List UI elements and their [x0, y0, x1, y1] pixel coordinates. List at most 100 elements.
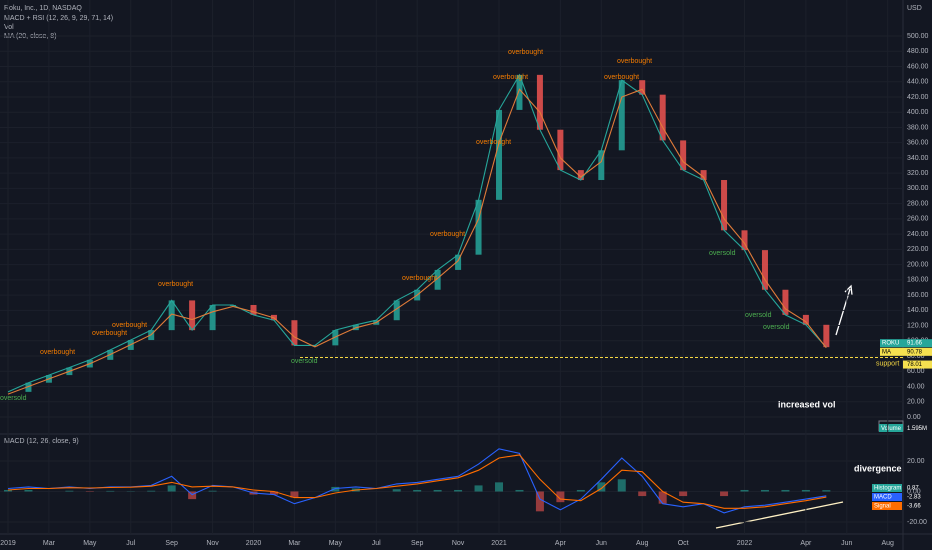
- candle: [189, 300, 196, 331]
- candle: [536, 74, 543, 130]
- x-tick-label: Mar: [288, 540, 301, 547]
- histogram-bar: [495, 482, 504, 492]
- volume-value: 1.595M: [907, 426, 927, 432]
- histogram-bar: [781, 489, 790, 492]
- annotation: overbought: [493, 74, 528, 81]
- y-tick-label: 340.00: [907, 155, 929, 162]
- y-tick-label: 400.00: [907, 109, 929, 116]
- annotation: divergence: [854, 463, 902, 473]
- histogram-bar: [535, 491, 544, 512]
- y-tick-label: 140.00: [907, 307, 929, 314]
- y-tick-label: 160.00: [907, 292, 929, 299]
- annotation: overbought: [402, 275, 437, 282]
- candle: [332, 330, 339, 346]
- y-tick-label: 220.00: [907, 246, 929, 253]
- x-tick-label: Aug: [636, 540, 649, 547]
- histogram-bar: [269, 491, 278, 495]
- x-tick-label: Nov: [206, 540, 219, 547]
- x-tick-label: Mar: [43, 540, 56, 547]
- y-tick-label: 380.00: [907, 124, 929, 131]
- price-tag: [880, 347, 932, 356]
- x-tick-label: 2022: [737, 540, 753, 547]
- y-tick-label: 60.00: [907, 368, 925, 375]
- candle: [496, 109, 503, 200]
- histogram-bar: [331, 486, 340, 492]
- histogram-bar: [413, 489, 422, 492]
- y-tick-label: 280.00: [907, 200, 929, 207]
- y-tick-label: 480.00: [907, 48, 929, 55]
- annotation: oversold: [291, 358, 318, 365]
- candle: [475, 199, 482, 255]
- annotation: increased vol: [778, 399, 836, 409]
- annotation: overbought: [508, 49, 543, 56]
- y-tick-label: 200.00: [907, 261, 929, 268]
- price-tag-name: MA: [882, 349, 891, 355]
- candle: [434, 269, 441, 290]
- y-tick-label: 240.00: [907, 231, 929, 238]
- price-tag: [880, 339, 932, 348]
- support-tag: [903, 360, 932, 369]
- y-tick-label: 120.00: [907, 322, 929, 329]
- volume-tag: [879, 424, 903, 432]
- legend-swatch: [872, 493, 902, 501]
- annotation: overbought: [476, 139, 511, 146]
- histogram-bar: [658, 491, 667, 504]
- y-tick-label: 0.00: [907, 414, 921, 421]
- chart-title: Roku, Inc., 1D, NASDAQ: [4, 5, 82, 12]
- x-tick-label: 2019: [0, 540, 16, 547]
- legend-value: 0.87: [907, 486, 919, 492]
- candle: [393, 300, 400, 321]
- currency: USD: [907, 5, 922, 12]
- divergence-line: [715, 501, 844, 529]
- x-tick-label: Nov: [452, 540, 465, 547]
- histogram-bar: [801, 489, 810, 492]
- price-tag-value: 91.66: [907, 341, 923, 347]
- x-tick-label: Sep: [411, 540, 424, 547]
- x-tick-label: May: [83, 540, 97, 547]
- candle: [741, 230, 748, 251]
- support-tag-value: 78.01: [907, 362, 923, 368]
- series-line: [7, 448, 827, 514]
- histogram-bar: [822, 490, 831, 492]
- histogram-bar: [720, 491, 729, 497]
- legend-value: -3.66: [907, 504, 921, 510]
- x-tick-label: 2021: [491, 540, 507, 547]
- candle: [598, 150, 605, 181]
- arrow: [835, 288, 851, 336]
- y-tick-label: 180.00: [907, 277, 929, 284]
- y-tick-label: 440.00: [907, 79, 929, 86]
- histogram-bar: [638, 491, 647, 497]
- histogram-bar: [24, 489, 33, 492]
- annotation: overbought: [617, 58, 652, 65]
- histogram-bar: [760, 489, 769, 492]
- y-tick-label: 360.00: [907, 140, 929, 147]
- annotation: overbought: [112, 322, 147, 329]
- candle: [700, 170, 707, 181]
- price-tag-value: 90.78: [907, 349, 923, 355]
- histogram-bar: [4, 489, 12, 492]
- histogram-bar: [147, 490, 156, 492]
- candle: [680, 140, 687, 171]
- x-tick-label: Sep: [165, 540, 178, 547]
- legend-value: -2.83: [907, 495, 921, 501]
- legend-name: Signal: [874, 504, 891, 510]
- x-tick-label: Oct: [678, 540, 689, 547]
- x-tick-label: Apr: [555, 540, 567, 547]
- x-tick-label: Apr: [800, 540, 812, 547]
- annotation: oversold: [763, 324, 790, 331]
- y-tick-label: 460.00: [907, 63, 929, 70]
- y-tick-label: 20.00: [907, 399, 925, 406]
- candle: [209, 304, 216, 331]
- annotation: oversold: [709, 250, 736, 257]
- histogram-bar: [556, 491, 565, 503]
- candle: [25, 382, 32, 392]
- candle: [250, 304, 257, 315]
- histogram-bar: [106, 490, 115, 492]
- histogram-bar: [65, 490, 74, 492]
- legend-swatch: [872, 502, 902, 510]
- y-tick-label: 300.00: [907, 185, 929, 192]
- candle: [639, 80, 646, 95]
- histogram-bar: [576, 489, 585, 492]
- x-tick-label: Jul: [372, 540, 381, 547]
- candle: [659, 94, 666, 141]
